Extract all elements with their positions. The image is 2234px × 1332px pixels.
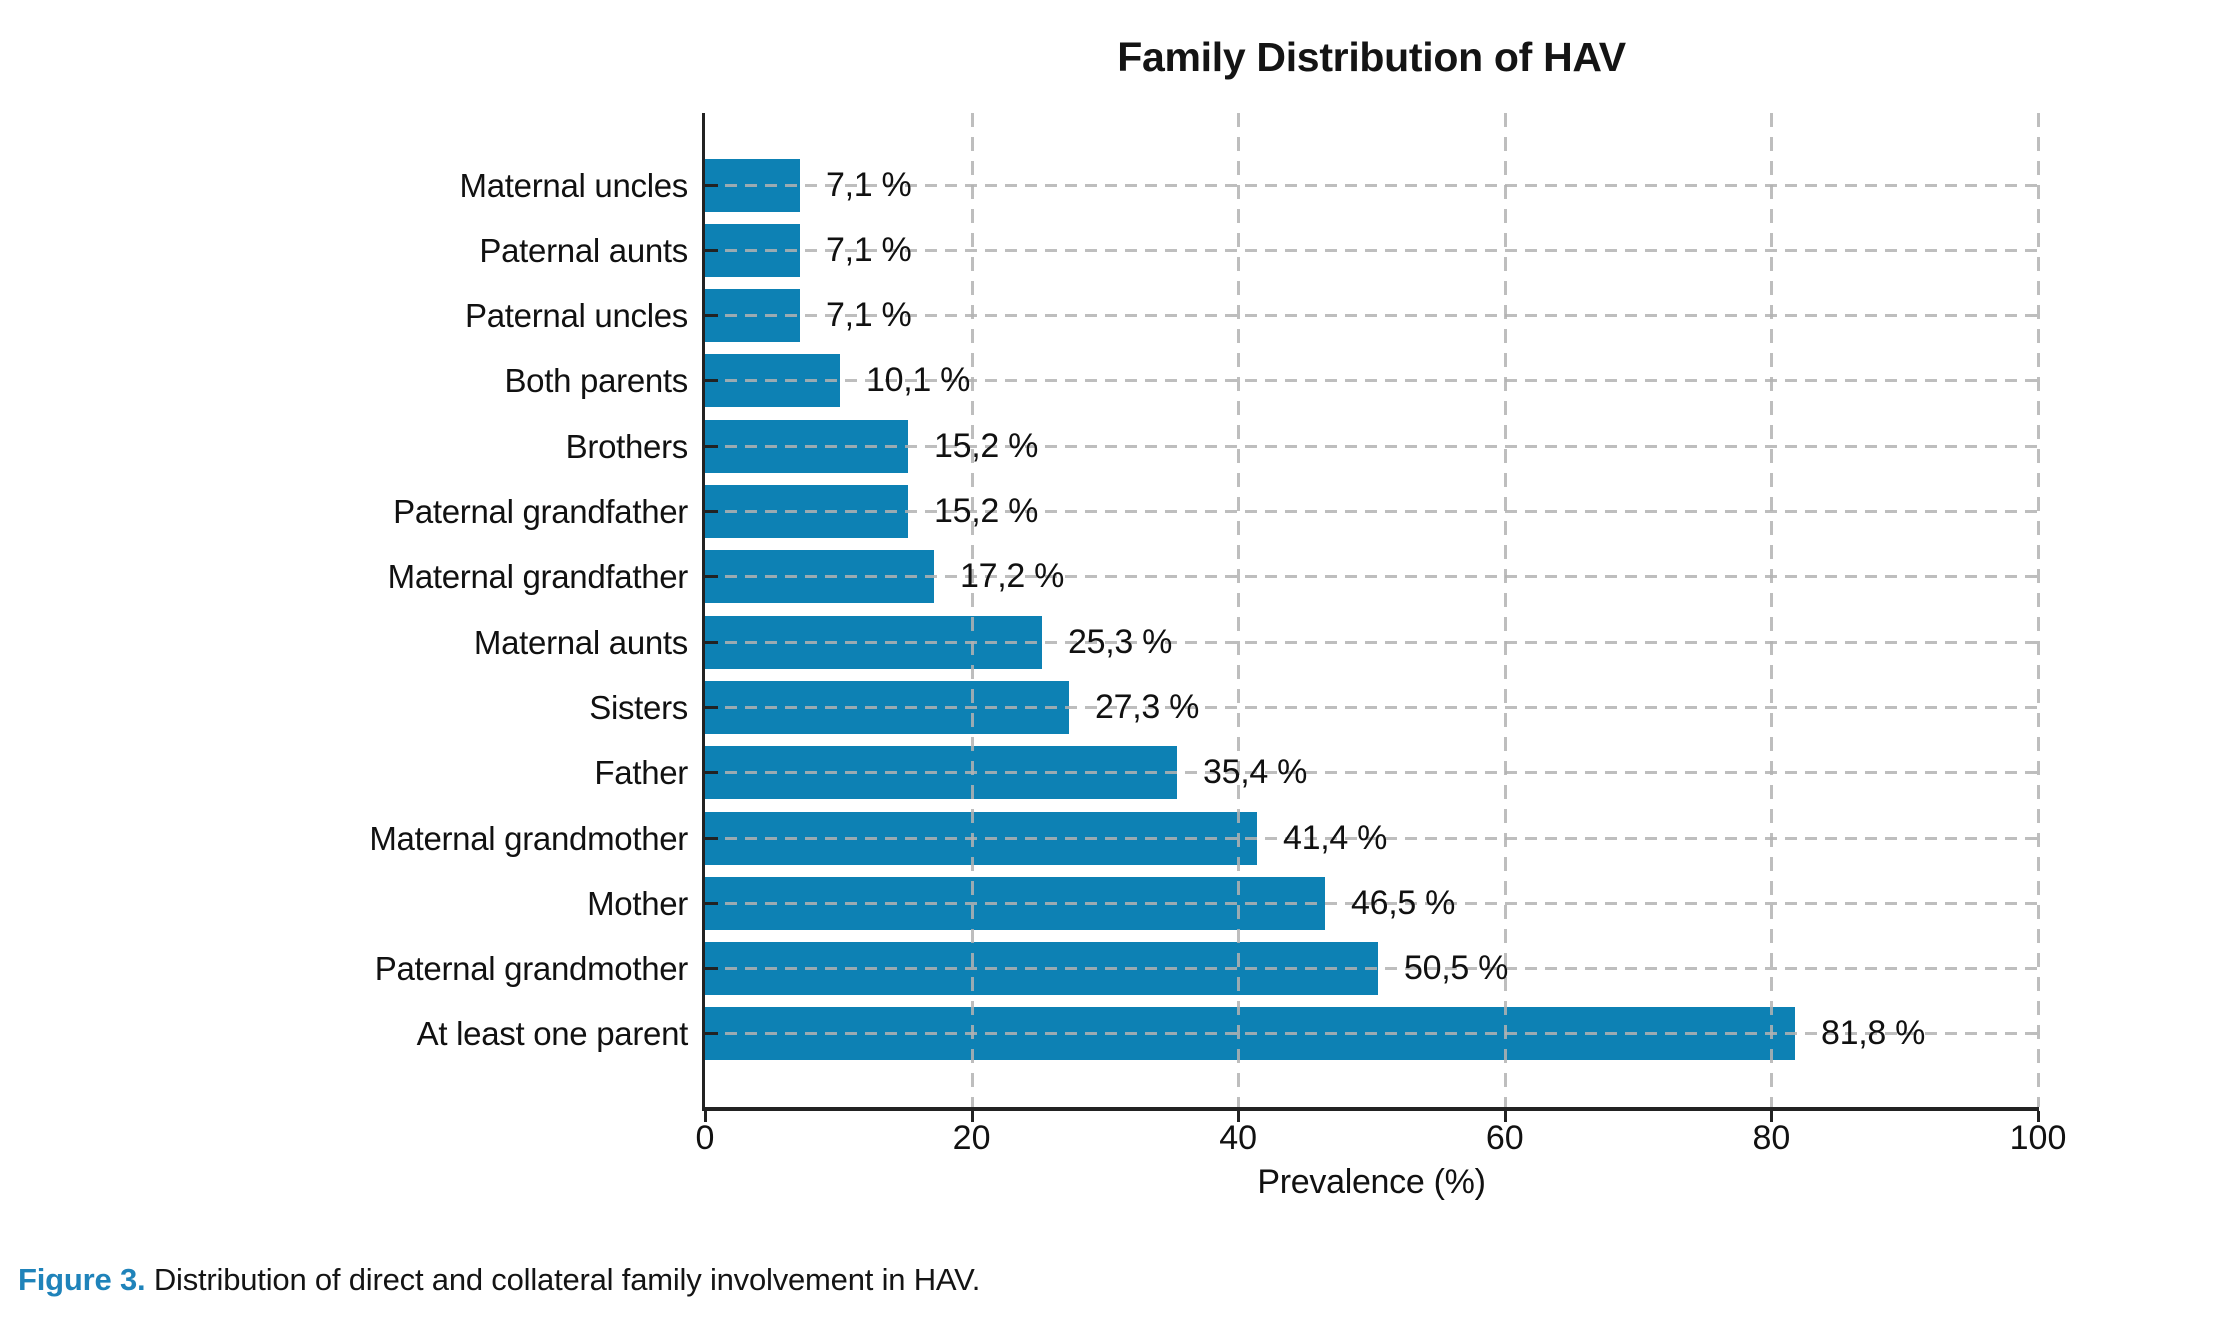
category-label: Maternal aunts (473, 624, 688, 661)
y-axis-tick (702, 1032, 718, 1035)
y-axis-tick (702, 379, 718, 382)
x-tick-label: 20 (952, 1119, 991, 1157)
y-axis-tick (702, 967, 718, 970)
x-tick-label: 100 (2009, 1119, 2067, 1157)
y-axis-tick (702, 902, 718, 905)
category-label: Both parents (504, 362, 688, 399)
x-tick-label: 0 (695, 1119, 715, 1157)
category-label: Paternal aunts (479, 232, 688, 269)
y-axis-tick (702, 771, 718, 774)
x-axis-tick (1237, 1111, 1241, 1122)
value-label: 15,2 % (934, 427, 1039, 465)
chart-title: Family Distribution of HAV (1117, 34, 1626, 80)
category-label: Father (594, 754, 688, 791)
gridline-vertical (1237, 113, 1241, 1107)
category-label: Maternal grandfather (387, 558, 689, 595)
figure-caption-label: Figure 3. (18, 1262, 146, 1297)
gridline-horizontal (705, 641, 2038, 644)
figure-caption-text: Distribution of direct and collateral fa… (145, 1262, 981, 1297)
gridline-vertical (1770, 113, 1774, 1107)
category-label: Brothers (565, 428, 689, 465)
value-label: 17,2 % (960, 557, 1065, 595)
gridline-horizontal (705, 445, 2038, 448)
value-label: 35,4 % (1203, 753, 1308, 791)
gridline-vertical (1503, 113, 1507, 1107)
x-axis-tick (970, 1111, 974, 1122)
category-label: Paternal grandfather (393, 493, 688, 530)
value-label: 41,4 % (1283, 819, 1388, 857)
y-axis-tick (702, 445, 718, 448)
value-label: 15,2 % (934, 492, 1039, 530)
x-axis-tick (1770, 1111, 1774, 1122)
x-tick-label: 60 (1485, 1119, 1524, 1157)
y-axis-tick (702, 314, 718, 317)
gridline-horizontal (705, 771, 2038, 774)
y-axis-tick (702, 837, 718, 840)
value-label: 10,1 % (866, 361, 971, 399)
gridline-horizontal (705, 706, 2038, 709)
x-axis-spine (702, 1107, 2039, 1111)
gridline-horizontal (705, 902, 2038, 905)
category-label: Maternal grandmother (369, 820, 688, 857)
x-axis-tick (2037, 1111, 2040, 1122)
value-label: 27,3 % (1095, 688, 1200, 726)
x-axis-tick (1503, 1111, 1507, 1122)
gridline-horizontal (705, 510, 2038, 513)
category-label: Sisters (589, 689, 688, 726)
value-label: 50,5 % (1404, 949, 1509, 987)
y-axis-tick (702, 249, 718, 252)
gridline-horizontal (705, 314, 2038, 317)
value-label: 46,5 % (1351, 884, 1456, 922)
gridline-vertical (2037, 113, 2040, 1107)
value-label: 7,1 % (826, 231, 912, 269)
x-axis-label: Prevalence (%) (1257, 1163, 1486, 1201)
value-label: 7,1 % (826, 166, 912, 204)
y-axis-tick (702, 510, 718, 513)
category-label: Maternal uncles (459, 167, 689, 204)
figure-caption: Figure 3. Distribution of direct and col… (18, 1262, 2118, 1298)
category-label: Mother (587, 885, 688, 922)
value-label: 7,1 % (826, 296, 912, 334)
x-axis-tick (704, 1111, 707, 1122)
x-tick-label: 80 (1752, 1119, 1791, 1157)
gridline-horizontal (705, 967, 2038, 970)
gridline-vertical (970, 113, 974, 1107)
gridline-horizontal (705, 1032, 2038, 1035)
y-axis-tick (702, 641, 718, 644)
y-axis-tick (702, 575, 718, 578)
y-axis-spine (702, 113, 705, 1111)
gridline-horizontal (705, 249, 2038, 252)
y-axis-tick (702, 184, 718, 187)
value-label: 81,8 % (1821, 1014, 1926, 1052)
gridline-horizontal (705, 575, 2038, 578)
category-label: At least one parent (416, 1015, 689, 1052)
gridline-horizontal (705, 184, 2038, 187)
gridline-horizontal (705, 837, 2038, 840)
x-tick-label: 40 (1219, 1119, 1258, 1157)
category-label: Paternal grandmother (374, 950, 689, 987)
value-label: 25,3 % (1068, 623, 1173, 661)
y-axis-tick (702, 706, 718, 709)
category-label: Paternal uncles (465, 297, 688, 334)
gridline-horizontal (705, 379, 2038, 382)
